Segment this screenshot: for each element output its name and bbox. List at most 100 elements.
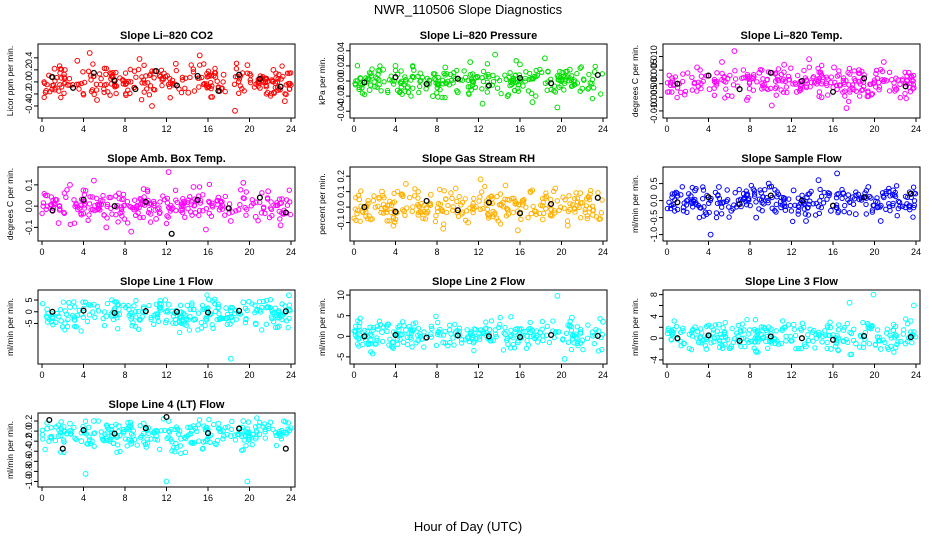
- data-point: [736, 337, 743, 344]
- data-point: [409, 74, 415, 80]
- data-point: [427, 331, 434, 338]
- data-point: [493, 333, 499, 340]
- data-point: [274, 324, 281, 330]
- data-point: [243, 428, 250, 435]
- data-point: [807, 326, 813, 332]
- data-point: [485, 82, 492, 89]
- data-point: [454, 88, 460, 94]
- data-point: [61, 190, 68, 196]
- data-point: [182, 449, 189, 455]
- data-point: [466, 91, 472, 97]
- data-point: [402, 212, 408, 219]
- data-point: [41, 94, 47, 101]
- data-point: [516, 326, 522, 333]
- data-point: [106, 194, 112, 201]
- data-point: [361, 333, 368, 340]
- data-point: [820, 74, 826, 81]
- data-point: [685, 70, 691, 76]
- data-point: [380, 324, 386, 330]
- data-point: [362, 327, 368, 334]
- data-point: [252, 302, 258, 308]
- data-point: [510, 209, 516, 216]
- x-tick-label: 0: [664, 247, 669, 257]
- data-point: [484, 89, 490, 95]
- data-point: [122, 436, 129, 442]
- data-point: [411, 67, 417, 73]
- data-point: [542, 55, 548, 62]
- data-point: [711, 92, 718, 99]
- data-point: [415, 201, 421, 208]
- data-point: [379, 188, 385, 195]
- data-point: [249, 197, 256, 203]
- data-point: [282, 209, 289, 216]
- data-point: [204, 70, 210, 77]
- data-point: [85, 441, 91, 447]
- data-point: [430, 71, 437, 77]
- data-point: [578, 64, 584, 70]
- data-point: [829, 202, 837, 209]
- data-point: [768, 340, 775, 346]
- y-axis-label: ml/min per min.: [630, 298, 640, 356]
- data-point: [561, 205, 567, 211]
- data-point: [192, 316, 198, 322]
- data-point: [78, 80, 85, 87]
- data-point: [669, 191, 675, 197]
- data-point: [80, 307, 87, 314]
- data-point: [805, 332, 811, 338]
- data-point: [589, 95, 596, 102]
- data-point: [568, 346, 575, 353]
- data-point: [398, 191, 404, 197]
- x-tick-label: 24: [286, 247, 296, 257]
- data-point: [527, 188, 534, 195]
- data-point: [541, 210, 547, 217]
- data-point: [577, 190, 584, 197]
- data-point: [708, 324, 715, 330]
- data-point: [525, 215, 531, 221]
- data-point: [231, 81, 238, 88]
- data-point: [74, 57, 81, 64]
- data-point: [354, 62, 361, 69]
- data-point: [533, 93, 539, 99]
- data-point: [548, 200, 555, 208]
- data-point: [61, 81, 67, 87]
- data-point: [430, 93, 436, 99]
- panel-title: Slope Line 1 Flow: [120, 276, 213, 288]
- data-point: [78, 328, 84, 334]
- x-tick-label: 20: [556, 124, 566, 134]
- x-tick-label: 8: [434, 370, 439, 380]
- panel-title: Slope Li–820 Pressure: [420, 30, 537, 42]
- data-point: [698, 85, 704, 92]
- data-point: [210, 325, 216, 331]
- data-point: [157, 209, 163, 215]
- y-tick-label: -4: [649, 356, 659, 364]
- panel-5: Slope Gas Stream RH0 4 8 12 16 20 24-0.10.00.1…: [317, 153, 608, 257]
- data-point: [781, 61, 788, 68]
- data-point: [558, 77, 564, 84]
- data-point: [795, 208, 801, 214]
- data-point: [705, 194, 712, 201]
- data-point: [240, 299, 247, 306]
- series-primary: [44, 292, 292, 362]
- data-point: [804, 205, 811, 211]
- data-point: [428, 323, 434, 329]
- y-tick-label: -0.8: [24, 464, 34, 480]
- data-point: [574, 195, 581, 202]
- data-point: [392, 208, 399, 215]
- data-point: [697, 334, 704, 340]
- data-point: [61, 428, 67, 435]
- data-point: [274, 202, 280, 209]
- data-point: [376, 82, 382, 88]
- data-point: [589, 211, 596, 218]
- data-point: [468, 330, 474, 337]
- data-point: [111, 440, 117, 446]
- data-point: [817, 331, 823, 337]
- data-point: [516, 210, 524, 217]
- x-tick-label: 20: [869, 370, 879, 380]
- data-point: [692, 187, 698, 194]
- data-point: [711, 338, 717, 345]
- x-tick-label: 4: [81, 370, 86, 380]
- data-point: [846, 98, 852, 105]
- data-point: [828, 207, 834, 214]
- data-point: [111, 430, 118, 437]
- data-point: [740, 190, 747, 197]
